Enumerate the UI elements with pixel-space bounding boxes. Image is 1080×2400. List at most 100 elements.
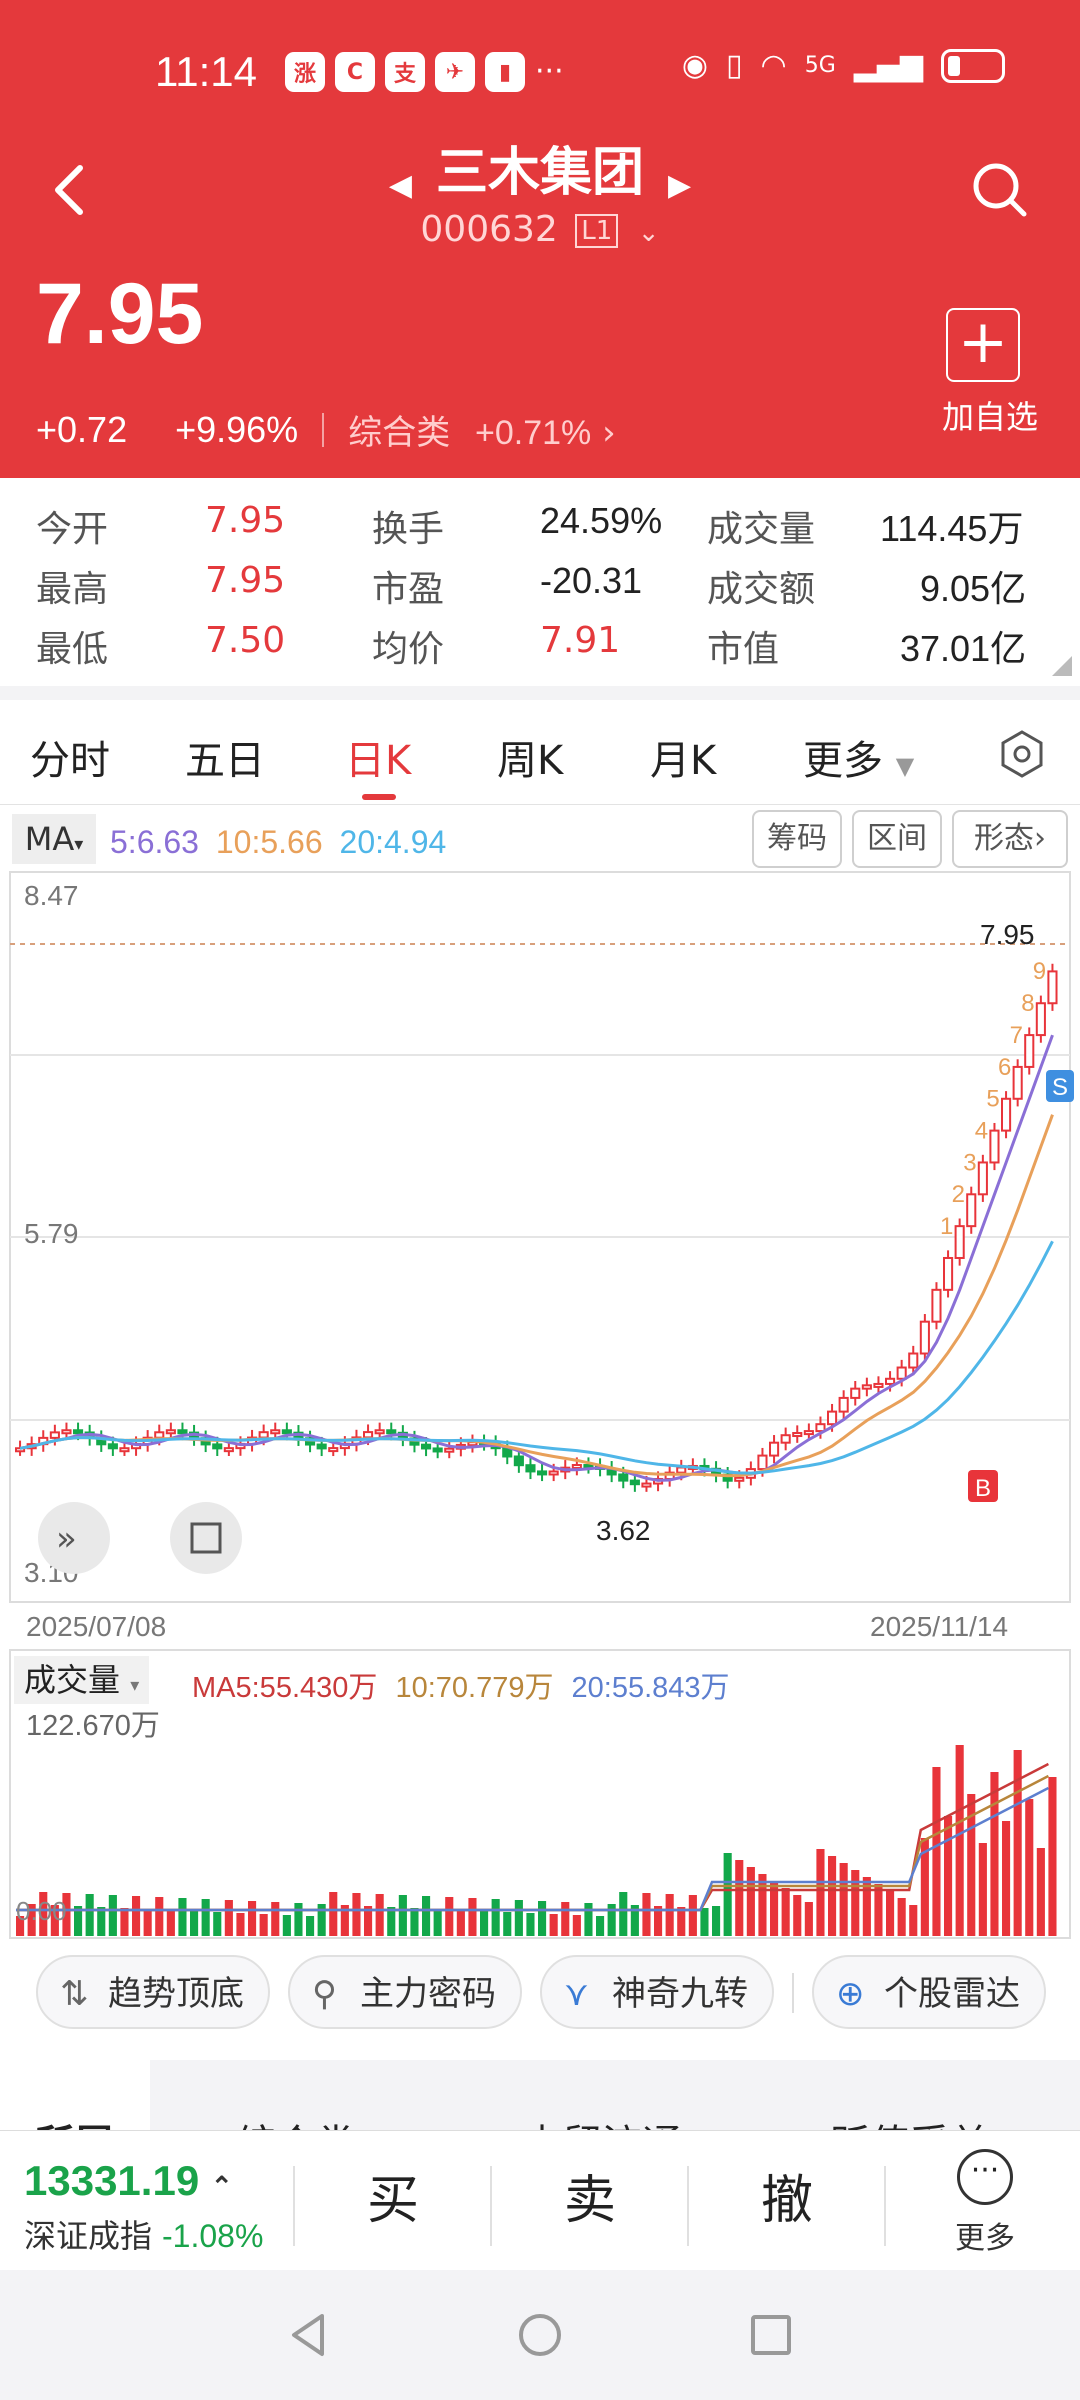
stat-label: 市值 (707, 629, 780, 670)
sector-link[interactable]: 综合类 +0.71% › (348, 405, 616, 454)
trend-top-bottom-button[interactable]: ⇅ 趋势顶底 (36, 1955, 270, 2029)
volume-bar (549, 1914, 558, 1936)
caret-down-icon: ▾ (130, 1675, 140, 1696)
volume-bar (329, 1892, 338, 1936)
volume-bar (282, 1915, 291, 1936)
stock-name: 三木集团 (435, 143, 644, 203)
collapse-button[interactable] (38, 1502, 110, 1574)
volume-bar (433, 1909, 442, 1936)
volume-bar (16, 1916, 25, 1936)
nav-home-icon[interactable] (515, 2310, 565, 2360)
candle (629, 1479, 640, 1486)
volume-bar (607, 1904, 616, 1936)
volume-bar (619, 1892, 628, 1936)
ma10-legend: 10:5.66 (215, 824, 323, 860)
fullscreen-button[interactable] (170, 1502, 242, 1574)
chips-button[interactable]: 筹码 (752, 810, 842, 868)
sector-name: 综合类 (348, 413, 451, 453)
buy-badge (968, 1470, 998, 1502)
pattern-button-label: 形态 (974, 821, 1034, 856)
expand-corner-icon[interactable] (1052, 656, 1072, 676)
volume-bar (677, 1907, 686, 1936)
volume-bar (793, 1895, 802, 1936)
divider (687, 2166, 689, 2246)
search-button[interactable] (970, 160, 1030, 220)
magic-nine-button[interactable]: ⋎ 神奇九转 (540, 1955, 774, 2029)
candle (73, 1429, 84, 1435)
candle (525, 1464, 536, 1473)
candle (316, 1443, 327, 1450)
candle (571, 1464, 582, 1470)
add-watchlist-label[interactable]: 加自选 (941, 398, 1038, 436)
volume-bar (387, 1907, 396, 1936)
index-name-row: 深证成指 -1.08% (24, 2211, 263, 2257)
y-tick-label: 8.47 (24, 880, 79, 911)
candle (873, 1382, 884, 1388)
tab-weekly-k[interactable]: 周K (497, 738, 564, 784)
pattern-button[interactable]: 形态› (952, 810, 1068, 868)
range-button[interactable]: 区间 (852, 810, 942, 868)
ma-selector[interactable]: MA▾ (12, 814, 96, 864)
stock-code-row[interactable]: 000632 L1 ⌄ (0, 209, 1080, 250)
stat-label: 成交额 (707, 569, 816, 610)
volume-bar (27, 1904, 36, 1936)
candle (803, 1430, 814, 1436)
prev-stock-icon[interactable]: ◀ (388, 168, 412, 203)
cancel-order-button[interactable]: 撤 (760, 2171, 813, 2231)
chart-settings-icon[interactable] (996, 728, 1048, 780)
more-button[interactable]: ··· 更多 (950, 2149, 1020, 2257)
volume-bar (561, 1902, 570, 1936)
volume-label: 成交量 (24, 1661, 121, 1699)
candle (734, 1476, 745, 1482)
alipay-notification-icon: 支 (385, 52, 425, 92)
related-tab[interactable]: 所属 (34, 2112, 114, 2130)
next-stock-icon[interactable]: ▶ (668, 168, 692, 203)
related-tab[interactable]: 贬值受益 (830, 2112, 990, 2130)
tab-daily-k[interactable]: 日K (345, 738, 412, 784)
index-value-text: 13331.19 (24, 2157, 200, 2204)
nine-turn-label: 9 (1033, 958, 1046, 985)
main-force-code-button[interactable]: ⚲ 主力密码 (288, 1955, 522, 2029)
related-tab[interactable]: 内贸流通 (522, 2112, 682, 2130)
stock-title: ◀ 三木集团 ▶ 000632 L1 ⌄ (0, 130, 1080, 250)
related-tab[interactable]: 综合类 (236, 2112, 356, 2130)
stat-value: -20.31 (540, 560, 643, 601)
candle (49, 1431, 60, 1439)
candle (1047, 970, 1058, 1005)
nav-recents-icon[interactable] (746, 2310, 796, 2360)
plus-icon: + (957, 307, 1009, 377)
tab-intraday[interactable]: 分时 (30, 738, 110, 784)
stock-radar-button[interactable]: ⊕ 个股雷达 (812, 1955, 1046, 2029)
candle (444, 1447, 455, 1453)
add-watchlist-button[interactable]: + (946, 308, 1020, 382)
candle (548, 1470, 559, 1476)
volume-bar (375, 1894, 384, 1936)
tab-more[interactable]: 更多 ▼ (803, 728, 914, 786)
candle (919, 1320, 930, 1355)
buy-signal: B (968, 1470, 998, 1502)
sector-change: +0.71% (475, 414, 592, 452)
price-change-pct: +9.96% (175, 408, 299, 450)
volume-bar (596, 1916, 605, 1936)
volume-selector[interactable]: 成交量 ▾ (14, 1656, 150, 1704)
divider (293, 2166, 295, 2246)
vol-ma5: MA5:55.430万 (192, 1672, 378, 1704)
sell-button[interactable]: 卖 (563, 2171, 616, 2231)
vibrate-icon: ▯ (726, 48, 743, 83)
related-tabs: 所属 综合类 内贸流通 贬值受益 (0, 2060, 1080, 2130)
stock-code: 000632 (420, 209, 558, 250)
system-nav-bar (0, 2270, 1080, 2400)
volume-bar (665, 1894, 674, 1936)
stat-label: 换手 (372, 509, 445, 550)
candle (815, 1423, 826, 1433)
ma-legend-row: MA▾ 5:6.63 10:5.66 20:4.94 筹码 区间 形态› (0, 810, 1080, 870)
back-button[interactable] (50, 160, 100, 220)
radar-icon: ⊕ (836, 1974, 865, 2014)
buy-button[interactable]: 买 (366, 2171, 419, 2231)
chevron-right-icon: › (1034, 821, 1046, 856)
tab-monthly-k[interactable]: 月K (650, 738, 717, 784)
tab-five-day[interactable]: 五日 (185, 738, 265, 784)
volume-bar (758, 1874, 767, 1936)
nav-back-icon[interactable] (284, 2310, 334, 2360)
